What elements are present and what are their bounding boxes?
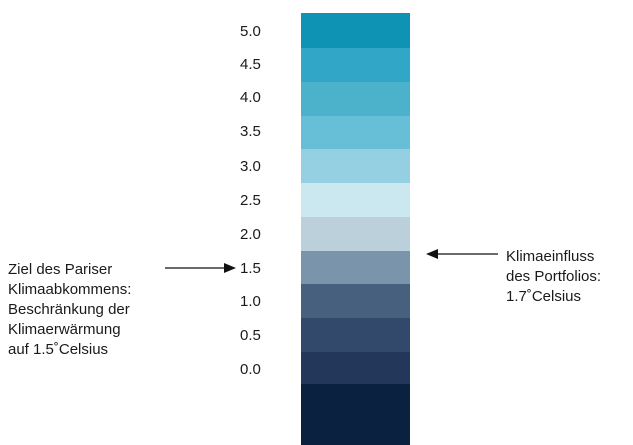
scale-band — [301, 318, 410, 352]
scale-band — [301, 149, 410, 183]
scale-band — [301, 251, 410, 284]
scale-band — [301, 13, 410, 48]
scale-band — [301, 82, 410, 116]
portfolio-impact-annotation: Klimaeinfluss des Portfolios: 1.7˚Celsiu… — [506, 247, 631, 307]
scale-band — [301, 384, 410, 445]
annotation-line: Beschränkung der — [8, 301, 130, 318]
scale-label: 1.0 — [240, 293, 261, 310]
scale-label: 2.0 — [240, 226, 261, 243]
scale-label: 1.5 — [240, 260, 261, 277]
paris-target-annotation: Ziel des Pariser Klimaabkommens: Beschrä… — [8, 260, 183, 360]
scale-label: 0.5 — [240, 327, 261, 344]
annotation-line: 1.7˚Celsius — [506, 288, 582, 305]
scale-band — [301, 48, 410, 82]
scale-label: 4.0 — [240, 89, 261, 106]
annotation-line: auf 1.5˚Celsius — [8, 341, 109, 358]
annotation-line: Klimaabkommens: — [8, 281, 132, 298]
temperature-scale-bar — [301, 13, 410, 445]
scale-label: 3.5 — [240, 123, 261, 140]
annotation-line: Ziel des Pariser — [8, 261, 113, 278]
scale-band — [301, 352, 410, 384]
scale-band — [301, 217, 410, 251]
scale-label: 3.0 — [240, 158, 261, 175]
annotation-line: Klimaerwärmung — [8, 321, 121, 338]
paris-target-arrow-icon — [165, 263, 236, 273]
scale-band — [301, 183, 410, 217]
scale-label: 2.5 — [240, 192, 261, 209]
scale-band — [301, 116, 410, 149]
portfolio-impact-arrow-icon — [426, 249, 498, 259]
scale-label: 5.0 — [240, 23, 261, 40]
annotation-line: des Portfolios: — [506, 268, 602, 285]
scale-label: 0.0 — [240, 361, 261, 378]
scale-label: 4.5 — [240, 56, 261, 73]
annotation-line: Klimaeinfluss — [506, 248, 595, 265]
scale-band — [301, 284, 410, 318]
